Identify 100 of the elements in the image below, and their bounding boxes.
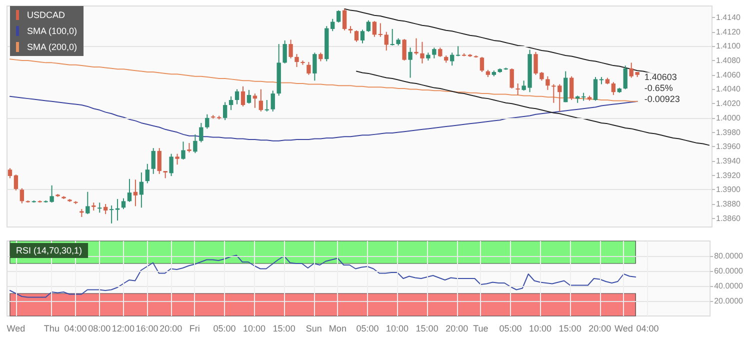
candlestick [115,198,120,222]
candlestick [510,68,514,90]
candlestick [181,141,186,160]
candlestick [414,38,418,56]
candlestick [366,20,371,32]
y-tick-label: 1.3920 [716,170,742,180]
y-tick-label: 1.3880 [716,200,742,209]
candlestick [187,142,192,153]
x-tick-label: Fri [189,324,200,334]
candlestick [199,122,204,143]
y-tick-label: 60.0000 [714,266,744,276]
y-tick-label: 1.3860 [716,214,742,223]
x-tick-label: 20:00 [160,324,182,334]
candlestick [390,28,394,46]
candlestick [258,88,264,112]
y-tick-label: 1.3960 [716,142,742,152]
annotation: 1.40603 [644,72,677,82]
candlestick [546,76,550,90]
candlestick [570,76,574,100]
x-tick-label: Thu [44,324,60,334]
x-tick-label: 16:00 [136,324,158,334]
x-tick-label: 10:00 [529,324,552,334]
candlestick [306,61,311,76]
candlestick [86,191,90,215]
candlestick [450,52,454,66]
candlestick [157,148,162,174]
candlestick [288,39,293,59]
x-tick-label: 10:00 [386,324,409,334]
y-tick-label: 1.4040 [716,84,742,94]
candlestick [205,114,210,130]
candlestick [228,96,234,111]
x-tick-label: 20:00 [588,324,612,334]
candlestick [139,172,144,208]
x-tick-label: 05:00 [499,324,522,334]
candlestick [246,89,252,104]
candlestick [360,29,365,44]
candlestick [408,47,412,78]
x-tick-label: 05:00 [356,324,379,334]
x-tick-label: Sun [306,324,322,334]
candlestick [384,31,388,51]
x-tick-label: 08:00 [88,324,111,334]
x-tick-label: 10:00 [243,324,266,334]
chart-title: RSI (14,70,30,1) [16,246,82,256]
line-series [9,58,638,102]
y-tick-label: 1.4080 [716,56,742,66]
y-tick-label: 1.3900 [716,185,742,194]
candlestick [240,86,246,107]
x-tick-label: Wed [614,324,633,334]
candlestick [593,76,598,102]
y-tick-label: 1.4020 [716,99,742,108]
candlestick [193,134,198,154]
candlestick [372,20,377,38]
y-tick-label: 40.0000 [714,282,744,290]
candlestick [516,82,520,96]
candlestick [438,47,442,58]
annotation: -0.00923 [644,94,680,104]
candlestick [109,204,114,224]
x-tick-label: 04:00 [636,324,659,334]
candlestick [354,30,359,42]
candlestick [8,168,12,179]
legend-label: SMA (100,0) [27,26,78,36]
y-tick-label: 1.4140 [716,12,742,22]
x-tick-label: Tue [473,324,488,334]
candlestick [623,65,628,90]
candlestick [294,54,299,68]
candlestick [222,102,228,121]
candlestick [480,56,484,73]
legend-label: USDCAD [27,10,66,20]
candlestick [432,47,436,59]
y-tick-label: 1.4060 [716,70,742,80]
candlestick [611,82,616,96]
x-tick-label: 20:00 [446,324,468,334]
candlestick [175,153,180,166]
y-tick-label: 1.4000 [716,113,742,122]
x-tick-label: Mon [328,324,346,334]
x-tick-label: 15:00 [416,324,438,334]
x-tick-label: 15:00 [558,324,582,334]
candlestick [264,99,269,112]
legend-label: SMA (200,0) [27,42,78,52]
candlestick [282,40,287,64]
candlestick [270,90,275,112]
candlestick [234,88,240,105]
candlestick [402,38,406,62]
candlestick [378,22,382,38]
candlestick [420,41,424,64]
candlestick [330,18,335,32]
candlestick [145,163,150,184]
candlestick [127,178,132,202]
x-tick-label: 05:00 [213,324,236,334]
y-tick-label: 1.4100 [716,42,742,51]
annotation: -0.65% [644,82,673,93]
y-tick-label: 1.4120 [716,27,742,36]
candlestick [20,188,24,204]
candlestick [133,179,138,207]
candlestick [14,174,18,191]
line-series [356,70,710,146]
candlestick [169,153,174,177]
x-tick-label: 04:00 [64,324,87,334]
candlestick [456,46,460,57]
candlestick [103,204,108,215]
